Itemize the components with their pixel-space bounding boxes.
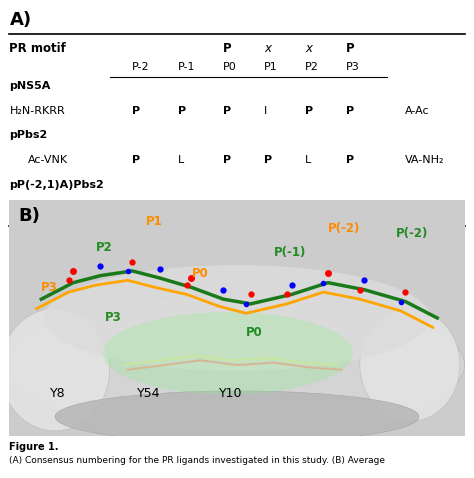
Text: P-1: P-1 <box>178 62 195 72</box>
Ellipse shape <box>44 265 430 371</box>
Text: P1: P1 <box>264 62 278 72</box>
Text: x: x <box>264 42 271 55</box>
Text: P: P <box>346 155 355 165</box>
Text: A: A <box>264 204 272 214</box>
Text: L: L <box>305 204 311 214</box>
Text: L: L <box>305 155 311 165</box>
Text: P0: P0 <box>246 326 263 338</box>
Text: P3: P3 <box>41 281 58 294</box>
Text: Y8: Y8 <box>50 387 66 400</box>
Text: P: P <box>223 42 232 55</box>
Ellipse shape <box>103 312 353 394</box>
Text: Y54: Y54 <box>137 387 160 400</box>
Text: A-Ac: A-Ac <box>405 106 430 116</box>
Text: VA-NH₂: VA-NH₂ <box>405 204 445 214</box>
Text: P: P <box>264 155 273 165</box>
Text: P(-2): P(-2) <box>396 227 428 240</box>
Text: H₂N-RKRR: H₂N-RKRR <box>9 106 65 116</box>
Text: Figure 1.: Figure 1. <box>9 442 59 452</box>
Text: P: P <box>132 106 140 116</box>
Text: P3: P3 <box>346 62 360 72</box>
Text: P: P <box>346 106 355 116</box>
Text: pP(-2,1)A)Pbs2: pP(-2,1)A)Pbs2 <box>9 180 104 190</box>
Text: P0: P0 <box>223 62 237 72</box>
Text: L: L <box>178 204 184 214</box>
Ellipse shape <box>55 391 419 443</box>
Text: P2: P2 <box>305 62 319 72</box>
Text: pNS5A: pNS5A <box>9 81 51 91</box>
Text: P: P <box>132 155 140 165</box>
Text: PR motif: PR motif <box>9 42 66 55</box>
Ellipse shape <box>0 309 109 431</box>
Text: P: P <box>346 204 355 214</box>
Text: P3: P3 <box>105 312 122 325</box>
Text: A): A) <box>9 11 32 30</box>
Text: P2: P2 <box>96 241 113 254</box>
Text: pPbs2: pPbs2 <box>9 130 48 141</box>
Text: P: P <box>178 106 186 116</box>
Ellipse shape <box>9 294 465 435</box>
Text: P(-2): P(-2) <box>328 222 360 235</box>
Text: P-2: P-2 <box>132 62 150 72</box>
Text: VA-NH₂: VA-NH₂ <box>405 155 445 165</box>
Text: P: P <box>223 106 231 116</box>
Text: P0: P0 <box>191 267 208 280</box>
Text: Ac-VNK: Ac-VNK <box>27 155 68 165</box>
Text: P: P <box>223 204 231 214</box>
Text: P1: P1 <box>146 215 163 228</box>
Text: L: L <box>178 155 184 165</box>
Text: B): B) <box>18 207 40 226</box>
Ellipse shape <box>360 309 460 422</box>
Text: P: P <box>305 106 313 116</box>
Text: Ac-VNK: Ac-VNK <box>27 204 68 214</box>
Text: A: A <box>132 204 140 214</box>
Text: I: I <box>264 106 267 116</box>
Text: P(-1): P(-1) <box>273 246 306 259</box>
Text: P: P <box>346 42 355 55</box>
Text: Y10: Y10 <box>219 387 242 400</box>
Text: (A) Consensus numbering for the PR ligands investigated in this study. (B) Avera: (A) Consensus numbering for the PR ligan… <box>9 456 385 466</box>
Text: P: P <box>223 155 231 165</box>
Text: x: x <box>305 42 312 55</box>
